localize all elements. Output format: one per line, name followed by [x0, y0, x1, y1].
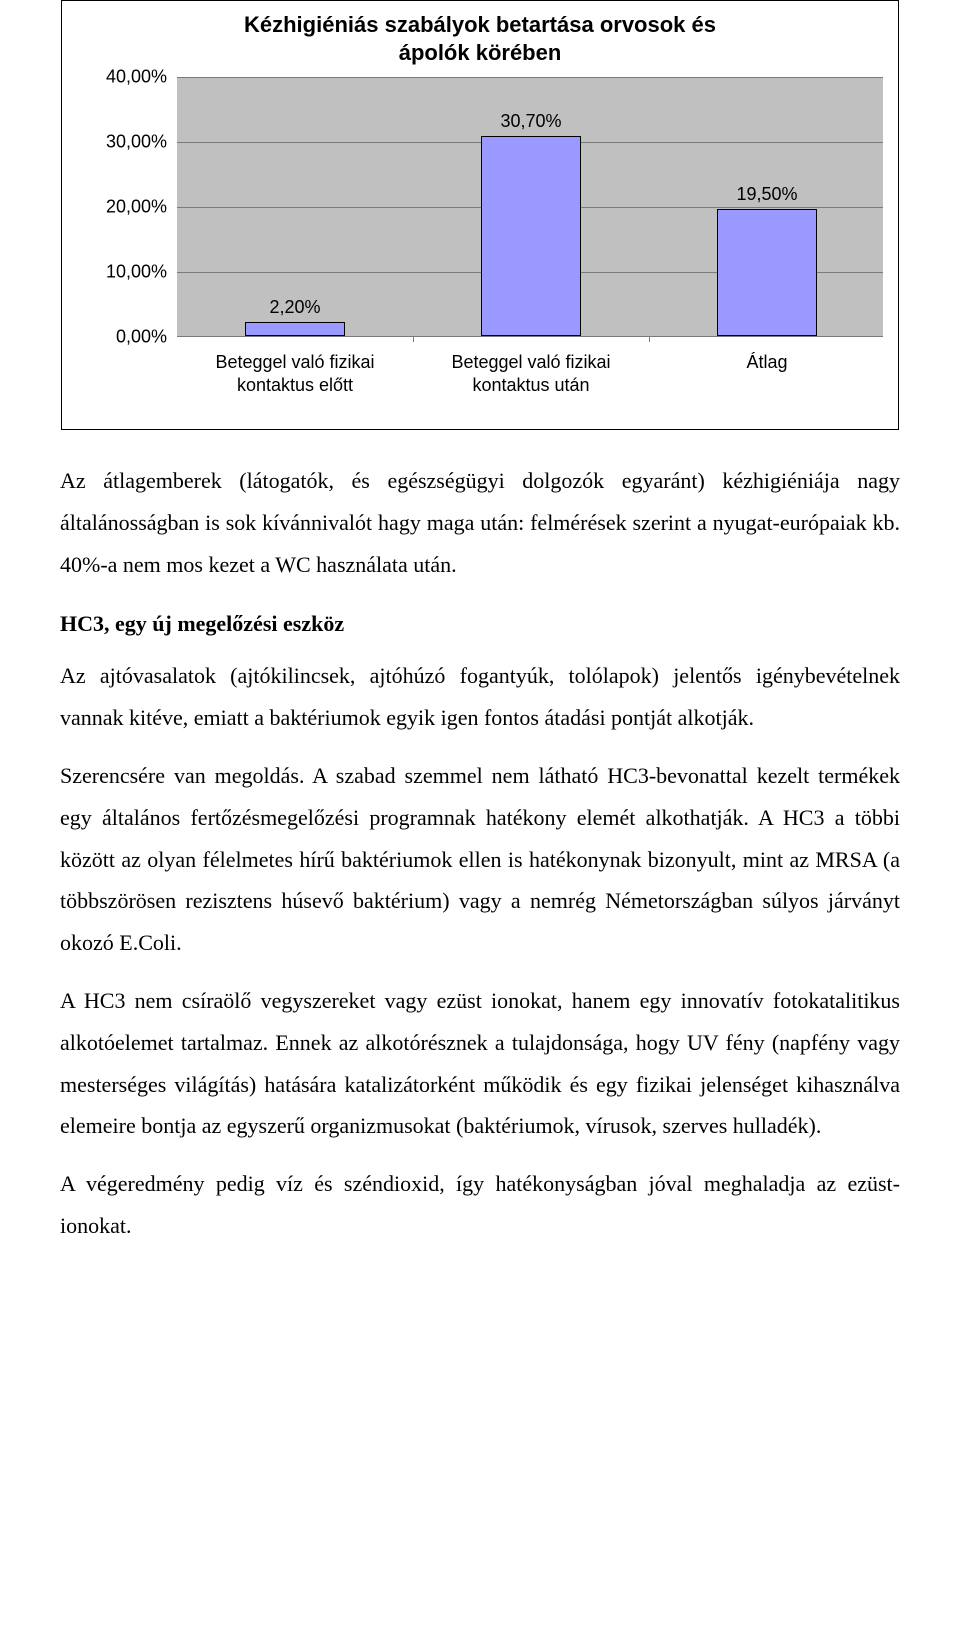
chart-bar-label: 2,20% — [235, 297, 355, 318]
chart-x-label: Átlag — [667, 351, 867, 374]
article-body: Az átlagemberek (látogatók, és egészségü… — [60, 460, 900, 1247]
article-h2: HC3, egy új megelőzési eszköz — [60, 611, 900, 637]
chart-y-tick: 0,00% — [82, 327, 167, 348]
chart-x-label-line1: Beteggel való fizikai — [451, 352, 610, 372]
article-p3: Szerencsére van megoldás. A szabad szemm… — [60, 755, 900, 964]
chart-x-tick — [413, 336, 414, 342]
chart-x-label: Beteggel való fizikai kontaktus után — [431, 351, 631, 396]
chart-y-tick: 10,00% — [82, 262, 167, 283]
chart-x-label-line1: Átlag — [746, 352, 787, 372]
chart-y-tick: 20,00% — [82, 197, 167, 218]
chart-x-label: Beteggel való fizikai kontaktus előtt — [195, 351, 395, 396]
chart-plot-area: 2,20% 30,70% 19,50% — [177, 77, 883, 337]
chart-frame: Kézhigiéniás szabályok betartása orvosok… — [61, 0, 899, 430]
chart-x-labels: Beteggel való fizikaikontaktus előttBete… — [177, 345, 883, 415]
chart-x-label-line2: kontaktus után — [472, 375, 589, 395]
chart-bar-label: 19,50% — [707, 184, 827, 205]
chart-y-tick: 40,00% — [82, 67, 167, 88]
article-p2: Az ajtóvasalatok (ajtókilincsek, ajtóhúz… — [60, 655, 900, 739]
article-p4: A HC3 nem csíraölő vegyszereket vagy ezü… — [60, 980, 900, 1147]
article-p1: Az átlagemberek (látogatók, és egészségü… — [60, 460, 900, 585]
chart-y-axis: 0,00%10,00%20,00%30,00%40,00% — [82, 77, 172, 337]
chart-bar — [481, 136, 581, 336]
chart-gridline — [177, 77, 883, 78]
chart-x-label-line2: kontaktus előtt — [237, 375, 353, 395]
chart-y-tick: 30,00% — [82, 132, 167, 153]
chart-title: Kézhigiéniás szabályok betartása orvosok… — [62, 11, 898, 66]
chart-plot-wrap: 0,00%10,00%20,00%30,00%40,00% 2,20%30,70… — [82, 77, 883, 417]
chart-bar-label: 30,70% — [471, 111, 591, 132]
chart-bar — [717, 209, 817, 336]
chart-bar — [245, 322, 345, 336]
chart-title-line2: ápolók körében — [399, 40, 562, 65]
chart-x-label-line1: Beteggel való fizikai — [215, 352, 374, 372]
chart-title-line1: Kézhigiéniás szabályok betartása orvosok… — [244, 12, 716, 37]
article-p5: A végeredmény pedig víz és széndioxid, í… — [60, 1163, 900, 1247]
chart-x-tick — [649, 336, 650, 342]
